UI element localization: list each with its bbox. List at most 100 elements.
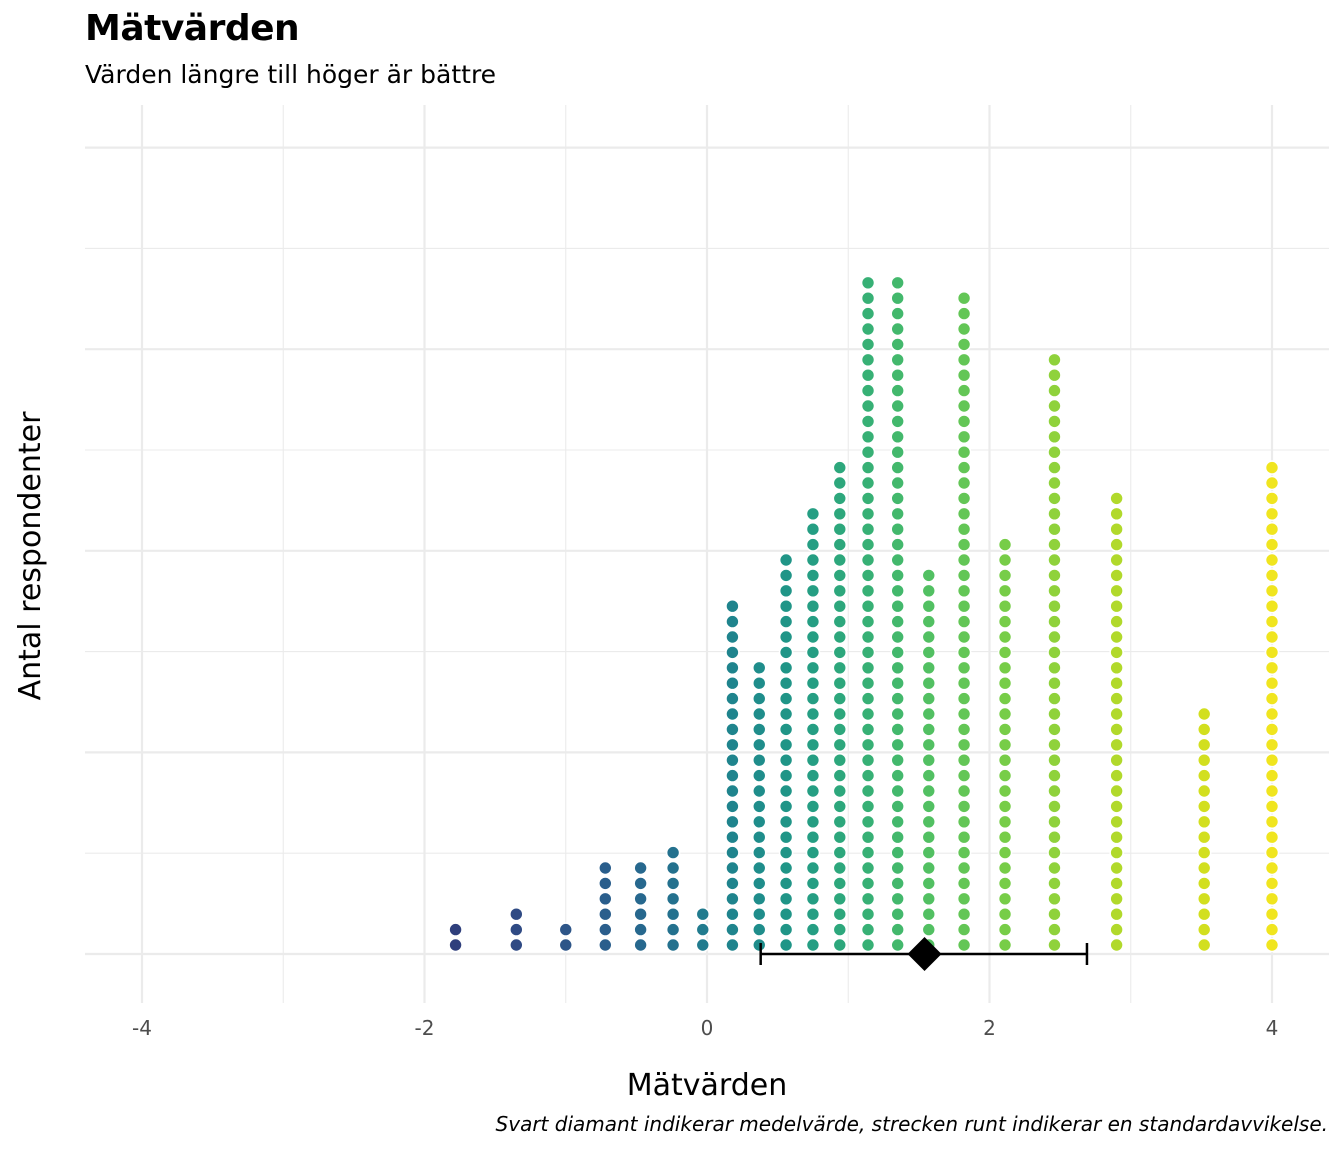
dot-point [956, 722, 972, 737]
dot-point [890, 645, 905, 660]
dot-point [1047, 706, 1062, 722]
dot-point [778, 660, 794, 676]
dot-point [921, 568, 937, 583]
dot-point [1264, 660, 1280, 676]
dot-point [921, 706, 937, 722]
dot-point [1109, 583, 1124, 599]
x-tick-label: -4 [132, 1016, 152, 1040]
dot-point [751, 845, 767, 860]
dot-point [997, 537, 1013, 552]
dot-point [1264, 783, 1280, 799]
dot-point [956, 660, 972, 676]
dot-point [890, 337, 905, 352]
dot-point [725, 937, 740, 953]
dot-point [1109, 691, 1124, 706]
dot-point [956, 906, 972, 922]
dot-point [778, 752, 794, 768]
dot-point [832, 937, 848, 953]
dot-point [860, 583, 876, 599]
dot-point [832, 552, 848, 568]
dot-point [921, 691, 937, 706]
dot-point [921, 675, 937, 691]
dot-point [890, 937, 905, 953]
dot-point [1264, 860, 1280, 876]
dot-point [890, 691, 905, 706]
dot-point [832, 922, 848, 937]
dot-point [751, 752, 767, 768]
dot-point [956, 491, 972, 506]
dot-point [860, 691, 876, 706]
dot-point [1047, 568, 1062, 583]
dot-point [778, 722, 794, 737]
dot-point [1109, 799, 1124, 814]
dot-point [956, 891, 972, 907]
dot-point [509, 937, 524, 953]
dot-point [997, 691, 1013, 706]
dot-point [1264, 583, 1280, 599]
dot-point [1047, 552, 1062, 568]
dot-point [1196, 845, 1212, 860]
dot-point [890, 906, 905, 922]
dot-point [956, 783, 972, 799]
dot-point [778, 906, 794, 922]
dot-point [956, 645, 972, 660]
dot-point [1047, 598, 1062, 614]
dot-point [921, 845, 937, 860]
dot-point [890, 722, 905, 737]
y-axis-title: Antal respondenter [13, 411, 48, 700]
dot-point [1264, 475, 1280, 491]
dot-point [997, 598, 1013, 614]
dot-point [997, 752, 1013, 768]
dot-point [1109, 937, 1124, 953]
dot-point [509, 922, 524, 937]
dot-point [890, 876, 905, 891]
dot-point [956, 552, 972, 568]
dot-point [956, 537, 972, 552]
x-axis-title: Mätvärden [627, 1068, 788, 1103]
dot-point [1264, 629, 1280, 645]
dot-point [1109, 860, 1124, 876]
dot-point [832, 660, 848, 676]
dot-point [695, 937, 711, 953]
dot-point [751, 799, 767, 814]
dot-point [695, 906, 711, 922]
dot-point [890, 614, 905, 629]
dot-point [1047, 506, 1062, 522]
dot-point [956, 829, 972, 845]
dot-point [890, 491, 905, 506]
dot-point [860, 568, 876, 583]
dot-point [997, 906, 1013, 922]
dot-point [890, 598, 905, 614]
dot-point [1047, 583, 1062, 599]
dot-point [725, 752, 740, 768]
dot-point [1047, 860, 1062, 876]
dot-point [1109, 675, 1124, 691]
dot-point [832, 460, 848, 475]
dot-point [665, 845, 681, 860]
dot-point [751, 691, 767, 706]
dot-point [860, 383, 876, 398]
dot-point [860, 722, 876, 737]
dot-point [1264, 829, 1280, 845]
dot-point [956, 306, 972, 321]
dot-point [956, 799, 972, 814]
dot-point [860, 460, 876, 475]
dot-point [832, 537, 848, 552]
dot-point [890, 414, 905, 429]
dot-point [890, 352, 905, 368]
dot-point [997, 675, 1013, 691]
dot-point [1047, 814, 1062, 830]
dot-point [890, 768, 905, 783]
dot-point [997, 891, 1013, 907]
dot-point [1047, 783, 1062, 799]
dot-point [860, 290, 876, 306]
dot-point [751, 675, 767, 691]
dot-point [956, 675, 972, 691]
dot-point [1264, 752, 1280, 768]
dot-point [860, 429, 876, 445]
dot-point [1109, 737, 1124, 753]
dot-point [921, 645, 937, 660]
dot-point [633, 876, 648, 891]
dot-point [1264, 937, 1280, 953]
dot-point [890, 860, 905, 876]
